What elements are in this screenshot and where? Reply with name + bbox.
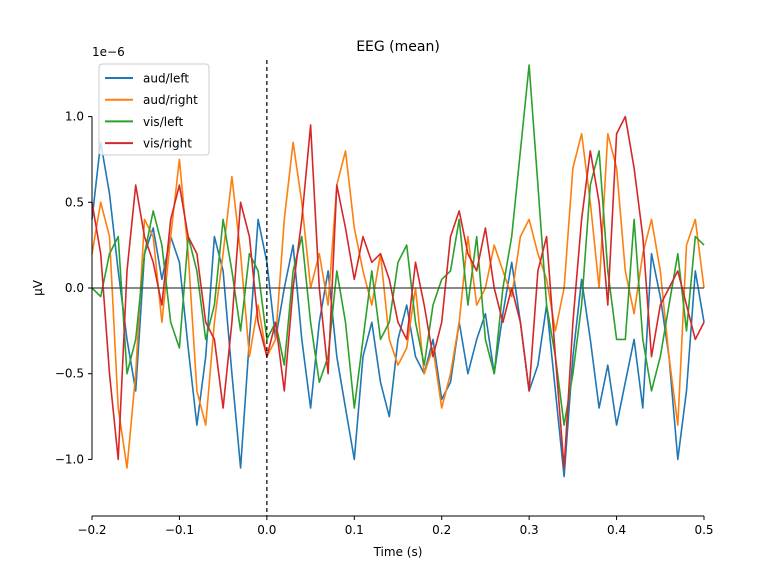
x-tick-label: 0.0	[257, 523, 276, 537]
x-tick-label: 0.4	[607, 523, 626, 537]
legend-label: vis/left	[143, 115, 183, 129]
x-tick-label: 0.2	[432, 523, 451, 537]
x-tick-label: −0.1	[165, 523, 194, 537]
y-tick-label: 0.5	[65, 195, 84, 209]
legend-box	[98, 63, 210, 156]
x-tick-label: 0.3	[520, 523, 539, 537]
legend: aud/left aud/right vis/left vis/right	[98, 63, 210, 156]
plot-area	[91, 60, 705, 516]
series-line-vis-right	[91, 115, 705, 469]
y-tick-label: −0.5	[55, 367, 84, 381]
x-tick-label: 0.5	[694, 523, 713, 537]
y-tick-label: −1.0	[55, 452, 84, 466]
x-axis-label: Time (s)	[373, 545, 423, 559]
series-line-vis-left	[91, 64, 705, 426]
x-tick-label: 0.1	[345, 523, 364, 537]
x-tick-label: −0.2	[77, 523, 106, 537]
legend-label: aud/right	[143, 93, 198, 107]
axes: −0.2 −0.1 0.0 0.1 0.2 0.3 0.4 0.5 −1.0 −0.5 0.0 0.5…	[55, 110, 714, 537]
y-axis-label: µV	[31, 279, 45, 296]
series-line-aud-left	[91, 141, 705, 478]
y-tick-label: 0.0	[65, 281, 84, 295]
legend-label: aud/left	[143, 72, 189, 86]
legend-label: vis/right	[143, 137, 192, 151]
y-offset-label: 1e−6	[92, 45, 125, 59]
chart-title: EEG (mean)	[356, 39, 440, 55]
y-tick-label: 1.0	[65, 110, 84, 124]
